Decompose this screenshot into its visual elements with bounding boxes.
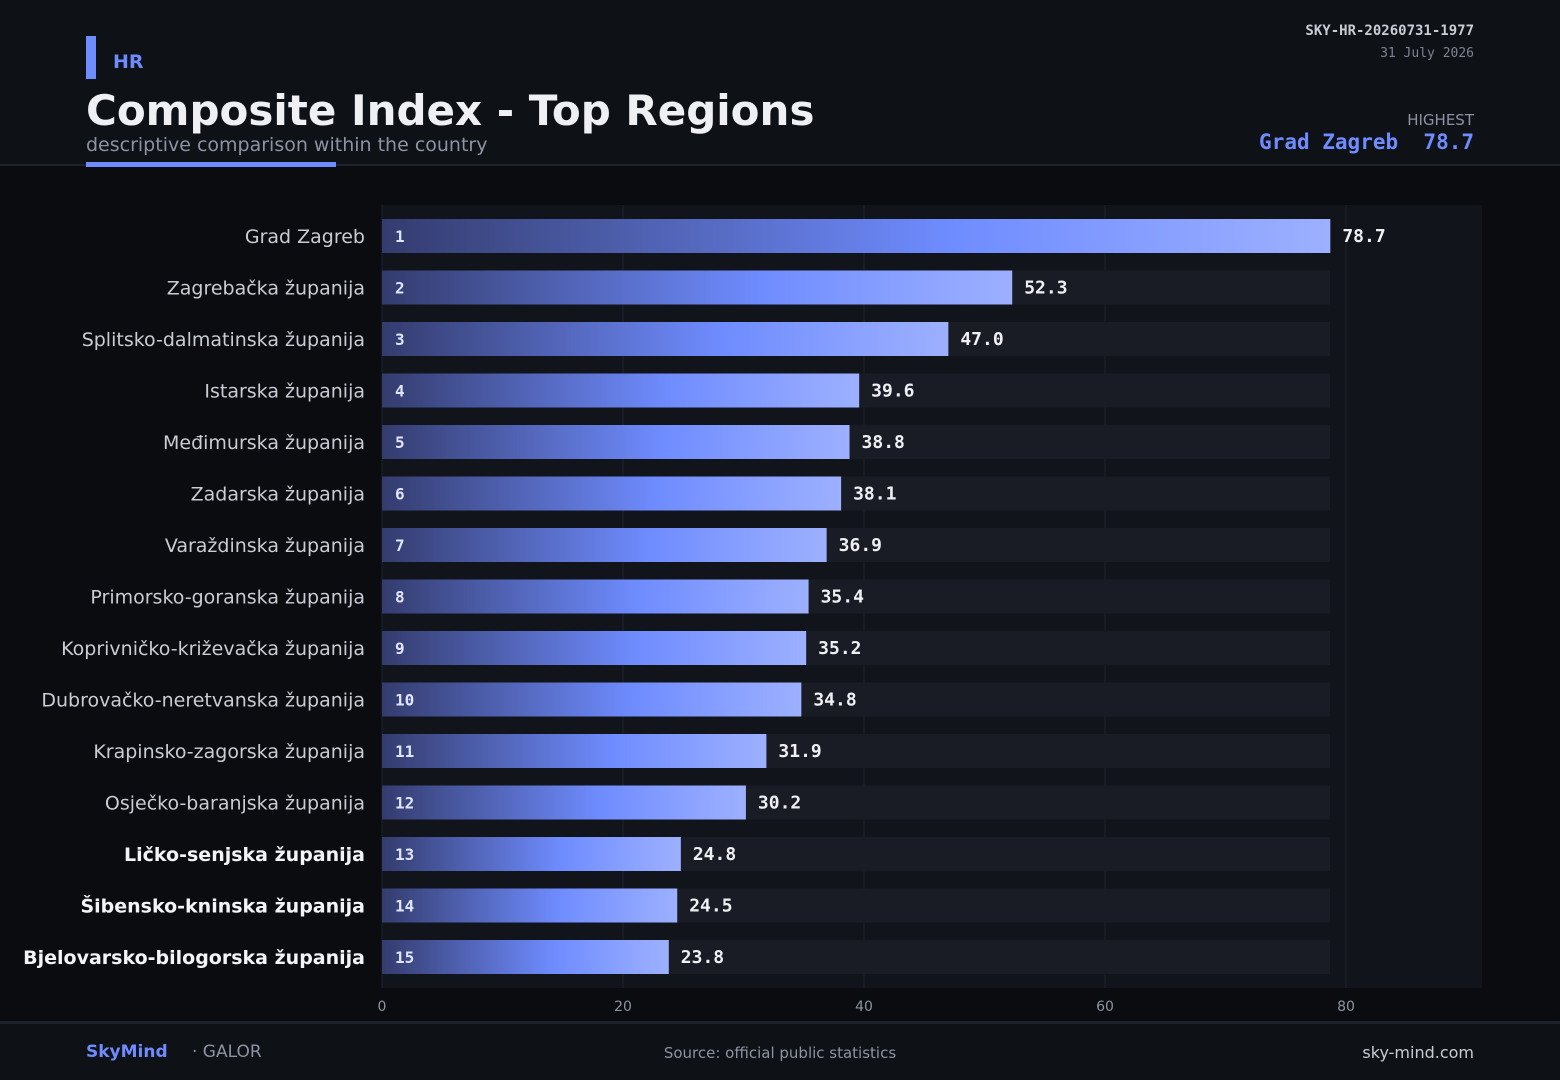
value-label: 35.4	[821, 587, 865, 608]
x-tick-label: 80	[1337, 999, 1355, 1015]
category-label: Međimurska županija	[163, 432, 365, 454]
header: HR Composite Index - Top Regions descrip…	[0, 0, 1560, 167]
value-label: 31.9	[778, 741, 821, 762]
highest-label: HIGHEST	[1407, 111, 1474, 129]
highest-region: Grad Zagreb	[1259, 130, 1399, 154]
category-label: Splitsko-dalmatinska županija	[82, 329, 365, 351]
category-label: Zagrebačka županija	[167, 278, 365, 300]
page-title: Composite Index - Top Regions	[86, 86, 815, 135]
bar	[382, 219, 1331, 253]
bar	[382, 425, 850, 459]
category-label: Šibensko-kninska županija	[80, 894, 365, 918]
bar	[382, 682, 802, 717]
category-label: Zadarska županija	[191, 484, 365, 506]
rank-label: 14	[395, 897, 414, 916]
rank-label: 15	[395, 948, 414, 967]
rank-label: 2	[395, 279, 405, 298]
bar	[382, 631, 807, 665]
rank-label: 3	[395, 330, 405, 349]
bar	[382, 528, 827, 562]
rank-label: 9	[395, 639, 405, 658]
x-tick-label: 60	[1096, 999, 1114, 1015]
site-link[interactable]: sky-mind.com	[1362, 1043, 1474, 1062]
value-label: 47.0	[960, 329, 1003, 350]
highest-value: 78.7	[1423, 130, 1474, 154]
bar	[382, 373, 860, 408]
source-note: Source: official public statistics	[663, 1044, 897, 1062]
x-tick-label: 0	[378, 999, 387, 1015]
value-label: 30.2	[758, 793, 801, 814]
rank-label: 10	[395, 691, 414, 710]
bar	[382, 837, 681, 871]
value-label: 23.8	[681, 947, 724, 968]
value-label: 78.7	[1342, 226, 1385, 247]
bar	[382, 888, 678, 923]
x-tick-label: 20	[614, 999, 632, 1015]
accent-bar	[86, 36, 96, 79]
brand-sub: · GALOR	[192, 1042, 262, 1062]
value-label: 34.8	[813, 690, 856, 711]
bar	[382, 579, 809, 614]
category-label: Istarska županija	[204, 381, 365, 403]
bar	[382, 940, 669, 974]
bar	[382, 734, 767, 768]
subtitle-underline	[86, 162, 336, 167]
value-label: 52.3	[1024, 278, 1067, 299]
category-label: Dubrovačko-neretvanska županija	[41, 690, 365, 712]
category-label: Grad Zagreb	[245, 226, 365, 248]
rank-label: 1	[395, 227, 405, 246]
value-label: 35.2	[818, 638, 861, 659]
rank-label: 11	[395, 742, 414, 761]
category-label: Varaždinska županija	[165, 535, 365, 557]
rank-label: 12	[395, 794, 414, 813]
category-label: Primorsko-goranska županija	[90, 587, 365, 609]
footer: SkyMind · GALOR Source: official public …	[0, 1021, 1560, 1080]
report-id: SKY-HR-20260731-1977	[1305, 23, 1474, 39]
category-label: Bjelovarsko-bilogorska županija	[23, 947, 365, 969]
rank-label: 7	[395, 536, 405, 555]
value-label: 38.1	[853, 484, 896, 505]
value-label: 36.9	[839, 535, 882, 556]
category-label: Ličko-senjska županija	[124, 844, 365, 866]
bar	[382, 322, 949, 356]
report-date: 31 July 2026	[1380, 46, 1474, 61]
page-subtitle: descriptive comparison within the countr…	[86, 134, 488, 156]
value-label: 38.8	[862, 432, 905, 453]
bar	[382, 785, 746, 820]
brand-name[interactable]: SkyMind	[86, 1042, 168, 1062]
category-label: Koprivničko-križevačka županija	[61, 638, 365, 660]
bar	[382, 270, 1013, 305]
rank-label: 6	[395, 485, 405, 504]
rank-label: 13	[395, 845, 414, 864]
country-code: HR	[113, 51, 144, 73]
value-label: 24.5	[689, 896, 732, 917]
category-label: Osječko-baranjska županija	[105, 793, 365, 815]
rank-label: 4	[395, 382, 405, 401]
category-label: Krapinsko-zagorska županija	[93, 741, 365, 763]
rank-label: 8	[395, 588, 405, 607]
bar	[382, 476, 842, 511]
value-label: 24.8	[693, 844, 736, 865]
x-tick-label: 40	[855, 999, 873, 1015]
rank-label: 5	[395, 433, 405, 452]
highest-summary: Grad Zagreb 78.7	[1259, 130, 1474, 154]
value-label: 39.6	[871, 381, 914, 402]
